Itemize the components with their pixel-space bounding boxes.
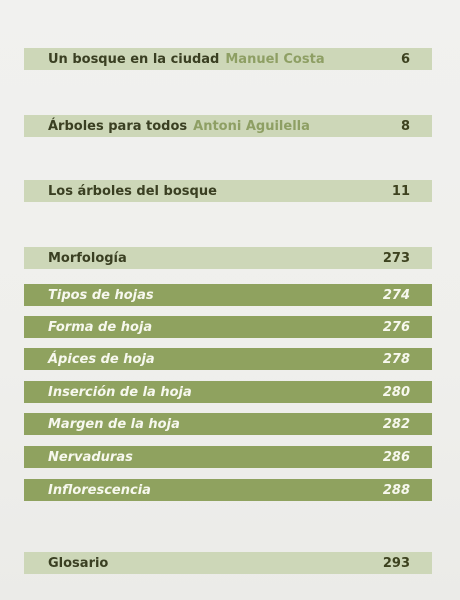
toc-title: Margen de la hoja (48, 416, 180, 432)
toc-author: Manuel Costa (225, 51, 325, 67)
toc-title: Morfología (48, 250, 127, 266)
toc-page-number: 273 (382, 250, 410, 266)
toc-page-number: 293 (382, 555, 410, 571)
toc-page-number: 282 (382, 416, 410, 432)
toc-subrow-inflorescencia: Inflorescencia 288 (24, 479, 432, 501)
toc-row-arboles-todos: Árboles para todos Antoni Aguilella 8 (24, 115, 432, 137)
toc-title: Un bosque en la ciudad (48, 51, 220, 67)
toc-subrow-insercion-hoja: Inserción de la hoja 280 (24, 381, 432, 403)
toc-title: Glosario (48, 555, 109, 571)
toc-subrow-forma-hoja: Forma de hoja 276 (24, 316, 432, 338)
toc-title: Inflorescencia (48, 482, 151, 498)
toc-title: Nervaduras (48, 449, 133, 465)
toc-title: Árboles para todos (48, 118, 188, 134)
toc-title: Inserción de la hoja (48, 384, 192, 400)
toc-page-number: 286 (382, 449, 410, 465)
toc-row-arboles-bosque: Los árboles del bosque 11 (24, 180, 432, 202)
toc-subrow-apices-hoja: Ápices de hoja 278 (24, 348, 432, 370)
toc-page-number: 274 (382, 287, 410, 303)
toc-author: Antoni Aguilella (193, 118, 310, 134)
toc-row-morfologia: Morfología 273 (24, 247, 432, 269)
toc-page-number: 288 (382, 482, 410, 498)
toc-title: Ápices de hoja (48, 351, 155, 367)
toc-subrow-nervaduras: Nervaduras 286 (24, 446, 432, 468)
toc-page-number: 8 (400, 118, 410, 134)
toc-page-number: 6 (400, 51, 410, 67)
toc-row-bosque-ciudad: Un bosque en la ciudad Manuel Costa 6 (24, 48, 432, 70)
toc-row-glosario: Glosario 293 (24, 552, 432, 574)
toc-subrow-tipos-hojas: Tipos de hojas 274 (24, 284, 432, 306)
toc-subrow-margen-hoja: Margen de la hoja 282 (24, 413, 432, 435)
toc-title: Los árboles del bosque (48, 183, 217, 199)
toc-title: Forma de hoja (48, 319, 153, 335)
toc-page-number: 280 (382, 384, 410, 400)
toc-page-number: 11 (391, 183, 410, 199)
toc-page-number: 276 (382, 319, 410, 335)
toc-page-number: 278 (382, 351, 410, 367)
toc-title: Tipos de hojas (48, 287, 154, 303)
